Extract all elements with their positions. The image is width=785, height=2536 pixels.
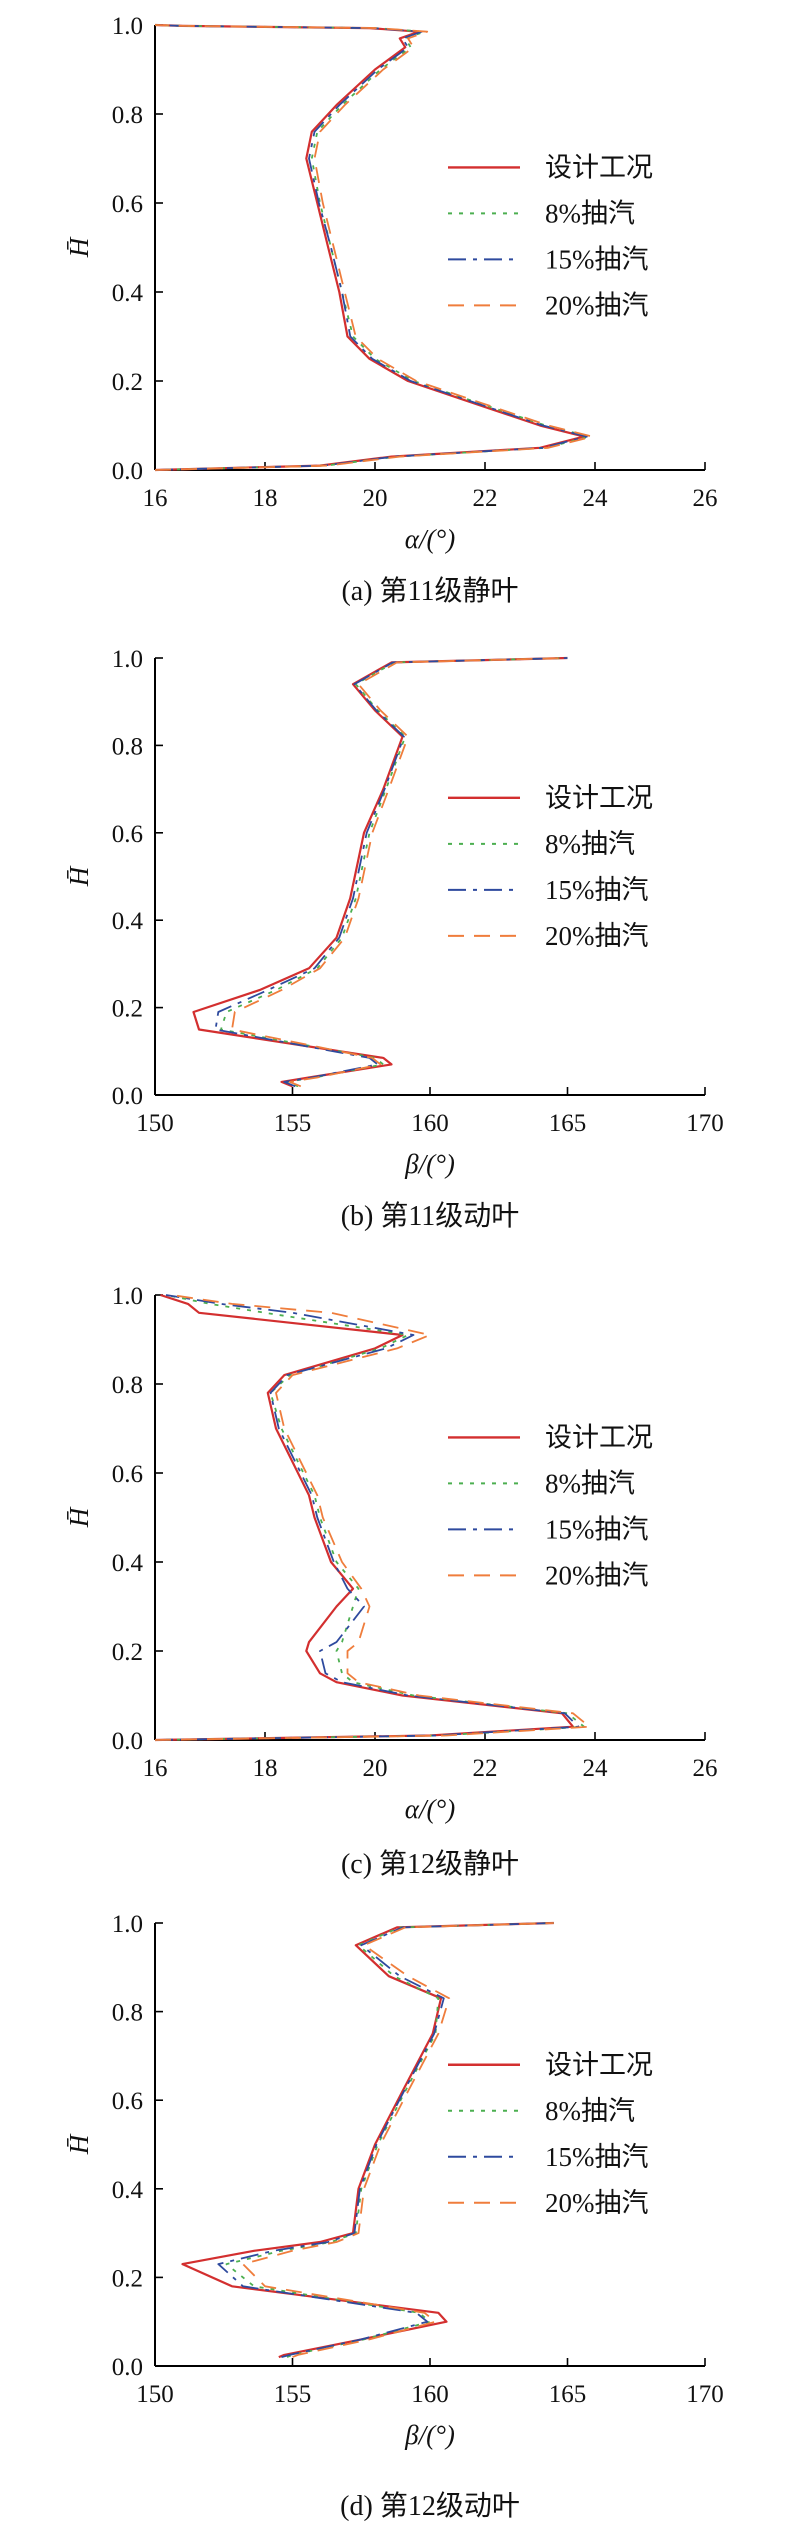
legend-label-3: 15%抽汽 [545, 2142, 649, 2172]
x-tick-label: 165 [549, 1110, 587, 1137]
x-axis-label: β/(°) [404, 1149, 455, 1179]
x-tick-label: 160 [411, 1110, 449, 1137]
y-tick-label: 1.0 [112, 13, 143, 40]
panel-caption: (b) 第11级动叶 [341, 1200, 520, 1232]
y-axis-label: H̄ [64, 236, 94, 258]
x-axis-label: α/(°) [405, 1794, 455, 1824]
y-tick-label: 0.4 [112, 2177, 144, 2204]
series-line-1 [154, 1293, 575, 1742]
y-tick-label: 0.4 [112, 908, 144, 935]
x-tick-label: 26 [693, 1755, 718, 1782]
chart-panel-2: 0.0 0.2 0.4 0.6 0.8 1.0 150 155 160 165 170 β/(°) H̄… [64, 646, 724, 1232]
panel-caption: (d) 第12级动叶 [340, 2490, 520, 2522]
y-tick-label: 0.0 [112, 1728, 143, 1755]
x-tick-label: 18 [253, 1755, 278, 1782]
panel-caption: (c) 第12级静叶 [341, 1848, 519, 1880]
chart-panel-4: 0.0 0.2 0.4 0.6 0.8 1.0 150 155 160 165 170 β/(°) H̄… [64, 1911, 724, 2522]
y-axis-label: H̄ [64, 2133, 94, 2155]
x-tick-label: 24 [583, 1755, 609, 1782]
series-line-1 [181, 1921, 554, 2359]
y-tick-label: 0.6 [112, 191, 143, 218]
y-tick-label: 0.6 [112, 1461, 143, 1488]
x-tick-label: 165 [549, 2381, 587, 2408]
series-line-4 [154, 24, 594, 471]
series-line-3 [154, 24, 588, 471]
x-tick-label: 26 [693, 485, 718, 512]
legend-label-4: 20%抽汽 [545, 921, 649, 951]
x-axis-label: β/(°) [404, 2420, 455, 2450]
series-line-3 [154, 1294, 580, 1741]
chart-panel-1: 0.0 0.2 0.4 0.6 0.8 1.0 16 18 20 22 24 26 α/(°) H̄ 设计工… [64, 13, 718, 607]
series-line-1 [154, 23, 586, 472]
y-tick-label: 0.4 [112, 1550, 144, 1577]
chart-panel-3: 0.0 0.2 0.4 0.6 0.8 1.0 16 18 20 22 24 26 α/(°) H̄ 设计工… [64, 1283, 718, 1880]
legend-label-4: 20%抽汽 [545, 290, 649, 320]
legend-label-2: 8%抽汽 [545, 1468, 635, 1498]
legend-label-1: 设计工况 [545, 2050, 653, 2080]
y-tick-label: 0.2 [112, 369, 143, 396]
x-tick-label: 16 [143, 485, 168, 512]
series-line-2 [154, 1294, 585, 1741]
y-tick-label: 0.0 [112, 2354, 143, 2381]
series-line-4 [231, 657, 568, 1088]
legend-label-4: 20%抽汽 [545, 2188, 649, 2218]
legend-label-4: 20%抽汽 [545, 1560, 649, 1590]
series-line-2 [154, 24, 591, 471]
series-line-2 [220, 657, 568, 1088]
panel-caption: (a) 第11级静叶 [341, 575, 518, 607]
legend-label-2: 8%抽汽 [545, 829, 635, 859]
x-tick-label: 20 [363, 1755, 388, 1782]
series-line-4 [242, 1922, 554, 2358]
x-tick-label: 150 [136, 2381, 174, 2408]
x-tick-label: 155 [274, 1110, 312, 1137]
y-tick-label: 1.0 [112, 1283, 143, 1310]
legend-label-1: 设计工况 [545, 1422, 653, 1452]
series-line-4 [154, 1294, 591, 1741]
x-tick-label: 160 [411, 2381, 449, 2408]
x-tick-label: 18 [253, 485, 278, 512]
y-tick-label: 0.8 [112, 102, 143, 129]
y-tick-label: 0.6 [112, 821, 143, 848]
y-axis-label: H̄ [64, 865, 94, 887]
legend-label-3: 15%抽汽 [545, 1514, 649, 1544]
x-tick-label: 150 [136, 1110, 174, 1137]
series-line-1 [192, 656, 568, 1088]
series-line-3 [214, 657, 568, 1088]
y-tick-label: 0.0 [112, 458, 143, 485]
y-tick-label: 0.2 [112, 2265, 143, 2292]
y-tick-label: 1.0 [112, 1911, 143, 1938]
x-tick-label: 170 [686, 1110, 724, 1137]
x-tick-label: 20 [363, 485, 388, 512]
x-tick-label: 170 [686, 2381, 724, 2408]
series-line-2 [225, 1922, 554, 2358]
y-tick-label: 1.0 [112, 646, 143, 673]
y-tick-label: 0.8 [112, 1372, 143, 1399]
y-tick-label: 0.4 [112, 280, 144, 307]
x-tick-label: 22 [473, 485, 498, 512]
series-line-3 [217, 1922, 554, 2358]
x-axis-label: α/(°) [405, 524, 455, 554]
legend-label-1: 设计工况 [545, 783, 653, 813]
x-tick-label: 24 [583, 485, 609, 512]
x-tick-label: 16 [143, 1755, 168, 1782]
y-tick-label: 0.8 [112, 2000, 143, 2027]
legend-label-1: 设计工况 [545, 152, 653, 182]
legend-label-3: 15%抽汽 [545, 244, 649, 274]
legend-label-3: 15%抽汽 [545, 875, 649, 905]
legend-label-2: 8%抽汽 [545, 198, 635, 228]
y-tick-label: 0.2 [112, 996, 143, 1023]
x-tick-label: 155 [274, 2381, 312, 2408]
legend-label-2: 8%抽汽 [545, 2096, 635, 2126]
x-tick-label: 22 [473, 1755, 498, 1782]
y-tick-label: 0.8 [112, 733, 143, 760]
y-tick-label: 0.6 [112, 2088, 143, 2115]
y-tick-label: 0.2 [112, 1639, 143, 1666]
y-axis-label: H̄ [64, 1506, 94, 1528]
y-tick-label: 0.0 [112, 1083, 143, 1110]
